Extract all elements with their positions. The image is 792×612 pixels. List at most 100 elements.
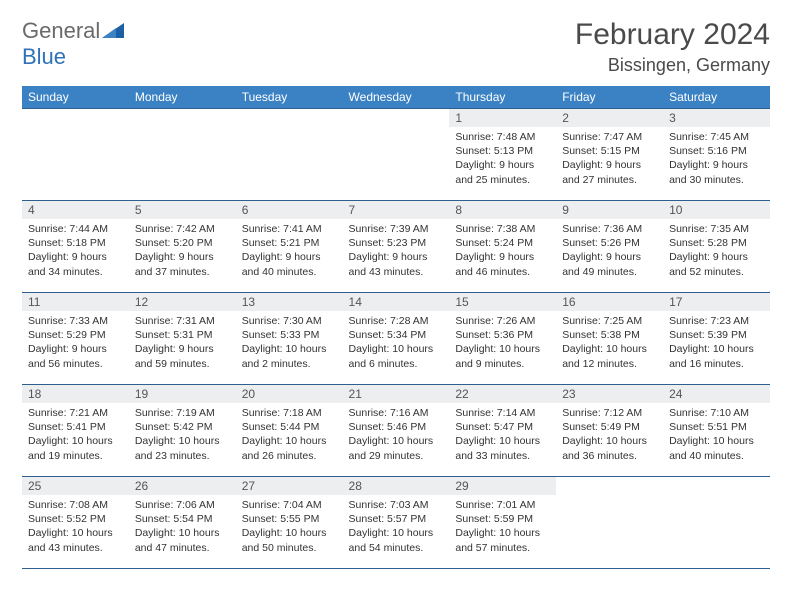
daylight-line-1: Daylight: 9 hours (135, 250, 230, 264)
daylight-line-1: Daylight: 10 hours (669, 342, 764, 356)
calendar-cell: 19Sunrise: 7:19 AMSunset: 5:42 PMDayligh… (129, 385, 236, 477)
sunset-line: Sunset: 5:41 PM (28, 420, 123, 434)
daylight-line-2: and 34 minutes. (28, 265, 123, 279)
daylight-line-2: and 16 minutes. (669, 357, 764, 371)
daylight-line-1: Daylight: 10 hours (135, 526, 230, 540)
calendar-cell: 9Sunrise: 7:36 AMSunset: 5:26 PMDaylight… (556, 201, 663, 293)
sunset-line: Sunset: 5:42 PM (135, 420, 230, 434)
sunset-line: Sunset: 5:34 PM (349, 328, 444, 342)
daylight-line-2: and 9 minutes. (455, 357, 550, 371)
day-number: 11 (22, 293, 129, 311)
daylight-line-1: Daylight: 10 hours (28, 526, 123, 540)
day-content: Sunrise: 7:41 AMSunset: 5:21 PMDaylight:… (236, 219, 343, 283)
day-number: 8 (449, 201, 556, 219)
day-number: 9 (556, 201, 663, 219)
sunset-line: Sunset: 5:59 PM (455, 512, 550, 526)
daylight-line-2: and 12 minutes. (562, 357, 657, 371)
calendar-cell: 27Sunrise: 7:04 AMSunset: 5:55 PMDayligh… (236, 477, 343, 569)
calendar-cell: 7Sunrise: 7:39 AMSunset: 5:23 PMDaylight… (343, 201, 450, 293)
sunrise-line: Sunrise: 7:01 AM (455, 498, 550, 512)
day-number: 27 (236, 477, 343, 495)
sunset-line: Sunset: 5:24 PM (455, 236, 550, 250)
sunset-line: Sunset: 5:13 PM (455, 144, 550, 158)
calendar-cell: 17Sunrise: 7:23 AMSunset: 5:39 PMDayligh… (663, 293, 770, 385)
calendar-cell (663, 477, 770, 569)
day-content: Sunrise: 7:10 AMSunset: 5:51 PMDaylight:… (663, 403, 770, 467)
daylight-line-1: Daylight: 9 hours (135, 342, 230, 356)
calendar-cell: 15Sunrise: 7:26 AMSunset: 5:36 PMDayligh… (449, 293, 556, 385)
sunrise-line: Sunrise: 7:18 AM (242, 406, 337, 420)
day-number: 3 (663, 109, 770, 127)
daylight-line-2: and 56 minutes. (28, 357, 123, 371)
calendar-cell: 21Sunrise: 7:16 AMSunset: 5:46 PMDayligh… (343, 385, 450, 477)
daylight-line-1: Daylight: 10 hours (28, 434, 123, 448)
daylight-line-1: Daylight: 10 hours (242, 434, 337, 448)
daylight-line-2: and 19 minutes. (28, 449, 123, 463)
day-content: Sunrise: 7:18 AMSunset: 5:44 PMDaylight:… (236, 403, 343, 467)
daylight-line-1: Daylight: 10 hours (455, 342, 550, 356)
daylight-line-2: and 36 minutes. (562, 449, 657, 463)
day-number: 14 (343, 293, 450, 311)
day-content: Sunrise: 7:42 AMSunset: 5:20 PMDaylight:… (129, 219, 236, 283)
daylight-line-1: Daylight: 10 hours (242, 526, 337, 540)
sunset-line: Sunset: 5:51 PM (669, 420, 764, 434)
day-content: Sunrise: 7:12 AMSunset: 5:49 PMDaylight:… (556, 403, 663, 467)
calendar-week-row: 4Sunrise: 7:44 AMSunset: 5:18 PMDaylight… (22, 201, 770, 293)
dow-saturday: Saturday (663, 86, 770, 109)
day-content: Sunrise: 7:14 AMSunset: 5:47 PMDaylight:… (449, 403, 556, 467)
daylight-line-1: Daylight: 9 hours (562, 158, 657, 172)
day-content: Sunrise: 7:45 AMSunset: 5:16 PMDaylight:… (663, 127, 770, 191)
day-number: 24 (663, 385, 770, 403)
sunset-line: Sunset: 5:16 PM (669, 144, 764, 158)
sunrise-line: Sunrise: 7:14 AM (455, 406, 550, 420)
daylight-line-1: Daylight: 9 hours (28, 342, 123, 356)
daylight-line-2: and 43 minutes. (349, 265, 444, 279)
dow-friday: Friday (556, 86, 663, 109)
month-title: February 2024 (575, 18, 770, 51)
daylight-line-2: and 59 minutes. (135, 357, 230, 371)
brand-word2: Blue (22, 44, 66, 70)
calendar-table: Sunday Monday Tuesday Wednesday Thursday… (22, 86, 770, 569)
sunset-line: Sunset: 5:46 PM (349, 420, 444, 434)
day-number: 13 (236, 293, 343, 311)
sunset-line: Sunset: 5:18 PM (28, 236, 123, 250)
sunset-line: Sunset: 5:57 PM (349, 512, 444, 526)
day-number: 6 (236, 201, 343, 219)
daylight-line-2: and 50 minutes. (242, 541, 337, 555)
sunrise-line: Sunrise: 7:28 AM (349, 314, 444, 328)
sunrise-line: Sunrise: 7:33 AM (28, 314, 123, 328)
day-number: 23 (556, 385, 663, 403)
day-content: Sunrise: 7:26 AMSunset: 5:36 PMDaylight:… (449, 311, 556, 375)
daylight-line-1: Daylight: 10 hours (455, 526, 550, 540)
sunrise-line: Sunrise: 7:06 AM (135, 498, 230, 512)
calendar-cell (343, 109, 450, 201)
day-content: Sunrise: 7:33 AMSunset: 5:29 PMDaylight:… (22, 311, 129, 375)
calendar-cell: 23Sunrise: 7:12 AMSunset: 5:49 PMDayligh… (556, 385, 663, 477)
day-number: 17 (663, 293, 770, 311)
sunset-line: Sunset: 5:54 PM (135, 512, 230, 526)
day-content: Sunrise: 7:21 AMSunset: 5:41 PMDaylight:… (22, 403, 129, 467)
daylight-line-2: and 25 minutes. (455, 173, 550, 187)
day-content: Sunrise: 7:44 AMSunset: 5:18 PMDaylight:… (22, 219, 129, 283)
brand-triangle-icon (102, 20, 124, 43)
sunrise-line: Sunrise: 7:30 AM (242, 314, 337, 328)
daylight-line-2: and 57 minutes. (455, 541, 550, 555)
sunrise-line: Sunrise: 7:42 AM (135, 222, 230, 236)
day-content: Sunrise: 7:28 AMSunset: 5:34 PMDaylight:… (343, 311, 450, 375)
dow-thursday: Thursday (449, 86, 556, 109)
day-content: Sunrise: 7:23 AMSunset: 5:39 PMDaylight:… (663, 311, 770, 375)
dow-monday: Monday (129, 86, 236, 109)
dow-wednesday: Wednesday (343, 86, 450, 109)
daylight-line-1: Daylight: 9 hours (242, 250, 337, 264)
daylight-line-1: Daylight: 10 hours (562, 342, 657, 356)
sunset-line: Sunset: 5:55 PM (242, 512, 337, 526)
sunrise-line: Sunrise: 7:45 AM (669, 130, 764, 144)
calendar-cell: 25Sunrise: 7:08 AMSunset: 5:52 PMDayligh… (22, 477, 129, 569)
sunset-line: Sunset: 5:31 PM (135, 328, 230, 342)
day-number: 21 (343, 385, 450, 403)
sunrise-line: Sunrise: 7:12 AM (562, 406, 657, 420)
day-number: 4 (22, 201, 129, 219)
sunrise-line: Sunrise: 7:44 AM (28, 222, 123, 236)
calendar-cell: 11Sunrise: 7:33 AMSunset: 5:29 PMDayligh… (22, 293, 129, 385)
calendar-cell (22, 109, 129, 201)
